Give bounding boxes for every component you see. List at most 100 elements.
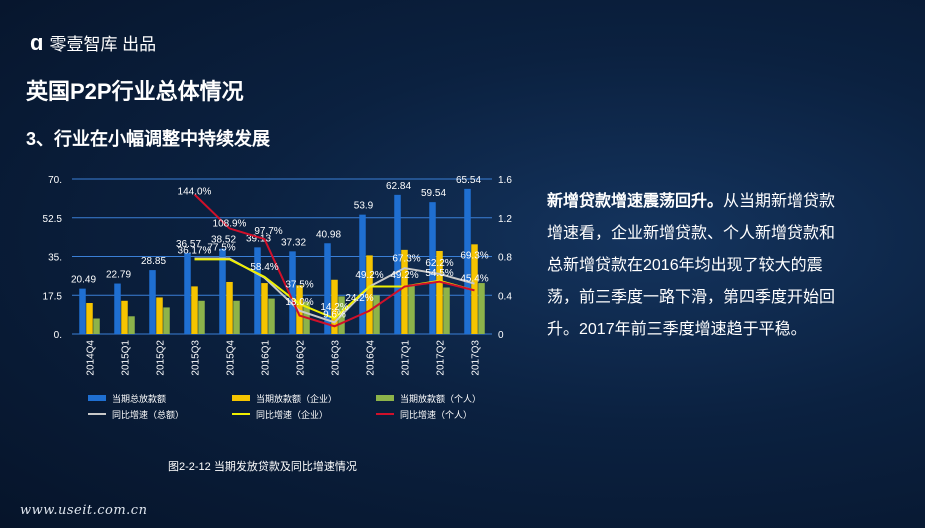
bar-value-label: 37.32 [281,237,306,248]
line-value-label: 14.2% [320,302,348,313]
x-tick-label: 2017Q1 [401,340,412,376]
y-right-tick-label: 0 [498,330,504,341]
y-right-tick-label: 0.4 [498,291,512,302]
y-left-tick-label: 70. [48,175,62,186]
brand-text: 零壹智库 出品 [49,35,157,54]
bar-value-label: 53.9 [354,201,374,212]
bar-value-label: 36.57 [176,239,201,250]
x-tick-label: 2017Q3 [471,340,482,376]
bar [114,283,121,334]
bar [233,300,240,334]
bar-value-label: 20.49 [71,275,96,286]
site-url: www.useit.com.cn [20,503,148,518]
x-tick-label: 2014Q4 [86,340,97,376]
bar [219,248,226,334]
line-value-label: 67.3% [392,253,420,264]
bar [471,244,478,334]
page-subtitle: 3、行业在小幅调整中持续发展 [26,129,271,149]
bar [331,279,338,334]
bar [261,283,268,334]
legend-label: 当期总放款额 [112,393,166,404]
y-right-tick-label: 1.2 [498,214,512,225]
bar-value-label: 28.85 [141,256,166,267]
legend-label: 同比增速（总额） [112,409,184,420]
page-title: 英国P2P行业总体情况 [26,79,244,104]
bar [366,255,373,334]
y-right-tick-label: 0.8 [498,253,512,264]
y-left-tick-label: 0. [54,330,62,341]
y-left-tick-label: 52.5 [43,214,63,225]
bar [184,253,191,334]
logo-icon: ɑ [30,29,44,55]
line-value-label: 62.2% [425,258,453,269]
bar-value-label: 65.54 [456,175,481,186]
x-tick-label: 2016Q2 [296,340,307,376]
bar [79,288,86,334]
bar [373,295,380,334]
bar [121,300,128,334]
bar-value-label: 62.84 [386,181,411,192]
bar [443,287,450,334]
y-right-tick-label: 1.6 [498,175,512,186]
line-value-label: 45.4% [460,274,488,285]
line-value-label: 144.0% [178,187,212,198]
x-tick-label: 2015Q4 [226,340,237,376]
bar-value-label: 38.52 [211,235,236,246]
bar-value-label: 39.13 [246,233,271,244]
bar [359,214,366,334]
bar [408,285,415,334]
bar [226,281,233,334]
bar [478,283,485,334]
bar [289,251,296,334]
line-value-label: 58.4% [250,262,278,273]
x-tick-label: 2016Q1 [261,340,272,376]
bar [86,303,93,334]
line-value-label: 37.5% [285,280,313,291]
legend-swatch [88,395,106,401]
side-paragraph-bold: 新增贷款增速震荡回升。 [547,193,724,210]
x-tick-label: 2017Q2 [436,340,447,376]
bar [324,243,331,334]
bar [149,270,156,334]
side-paragraph: 新增贷款增速震荡回升。从当期新增贷款增速看，企业新增贷款、个人新增贷款和总新增贷… [547,186,842,346]
bar [464,188,471,334]
x-tick-label: 2015Q1 [121,340,132,376]
line-value-label: 24.2% [345,293,373,304]
x-tick-label: 2015Q3 [191,340,202,376]
line-value-label: 49.2% [390,270,418,281]
line-value-label: 54.5% [425,268,453,279]
bar [156,297,163,334]
bar-value-label: 40.98 [316,229,341,240]
legend-label: 同比增速（个人） [400,409,472,420]
legend-swatch [232,395,250,401]
bar [394,194,401,334]
bar [191,286,198,334]
bar [93,318,100,334]
legend-label: 同比增速（企业） [256,409,328,420]
y-left-tick-label: 17.5 [43,291,63,302]
series-line [193,193,475,328]
bar [163,307,170,334]
line-value-label: 97.7% [254,226,282,237]
line-value-label: 36.17% [178,246,212,257]
legend-swatch [376,395,394,401]
line-value-label: 69.3% [460,250,488,261]
bar [198,300,205,334]
legend-label: 当期放款额（个人） [400,393,481,404]
x-tick-label: 2016Q3 [331,340,342,376]
bar-value-label: 22.79 [106,270,131,281]
line-value-label: 49.2% [355,270,383,281]
brand: ɑ 零壹智库 出品 [30,30,156,55]
bar-value-label: 59.54 [421,188,446,199]
line-value-label: 9.6% [323,310,346,321]
bar [128,316,135,334]
legend-label: 当期放款额（企业） [256,393,337,404]
bar [429,202,436,334]
chart-caption: 图2-2-12 当期发放贷款及同比增速情况 [168,461,357,473]
bar [436,250,443,334]
side-paragraph-body: 从当期新增贷款增速看，企业新增贷款、个人新增贷款和总新增贷款在2016年均出现了… [547,193,836,338]
y-left-tick-label: 35. [48,253,62,264]
bar [401,249,408,334]
x-tick-label: 2016Q4 [366,340,377,376]
